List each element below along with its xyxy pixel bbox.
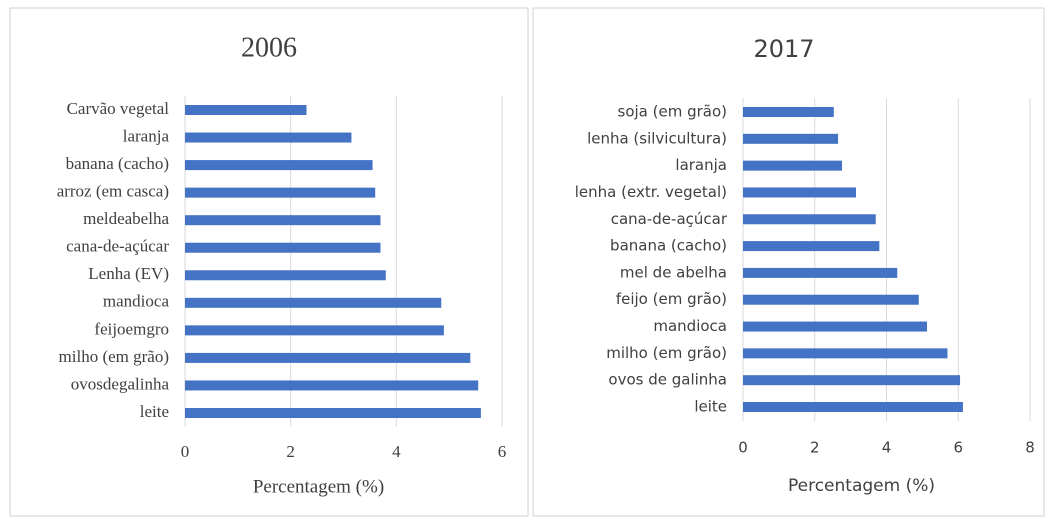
bar [185, 215, 381, 226]
bar [185, 380, 479, 391]
bar [185, 132, 352, 143]
bar [185, 105, 307, 115]
y-tick-label: cana-de-açúcar [66, 237, 169, 256]
panel-frame [9, 7, 529, 517]
y-tick-label: feijo (em grão) [616, 290, 727, 308]
x-tick-label: 8 [1025, 439, 1035, 457]
x-tick-label: 0 [181, 442, 190, 461]
y-tick-label: cana-de-açúcar [611, 210, 728, 228]
bar [743, 348, 948, 359]
x-tick-label: 6 [953, 439, 963, 457]
x-tick-label: 2 [810, 439, 820, 457]
y-tick-label: laranja [675, 156, 727, 174]
bar [743, 375, 961, 386]
x-tick-label: 2 [286, 442, 295, 461]
bar [185, 297, 442, 308]
y-tick-label: mel de abelha [620, 263, 727, 281]
bar [185, 270, 386, 281]
bar [743, 267, 898, 278]
y-tick-label: lenha (extr. vegetal) [575, 183, 727, 201]
bar [185, 187, 376, 198]
bar [743, 294, 919, 305]
y-tick-label: milho (em grão) [59, 347, 169, 366]
bar [743, 187, 857, 198]
y-tick-label: laranja [123, 126, 170, 145]
bar [185, 352, 471, 363]
x-axis-label: Percentagem (%) [788, 476, 935, 496]
y-tick-label: ovosdegalinha [71, 374, 170, 393]
bar [743, 241, 880, 252]
y-tick-label: meldeabelha [83, 209, 169, 228]
y-tick-label: Carvão vegetal [67, 99, 170, 118]
bar [185, 242, 381, 253]
bar [743, 160, 843, 171]
y-tick-label: leite [694, 398, 727, 416]
y-tick-label: banana (cacho) [610, 237, 727, 255]
bar [743, 402, 963, 412]
x-tick-label: 4 [392, 442, 401, 461]
bar [743, 214, 876, 225]
chart-panel: 2006 0 2 4 6 Percentagem (%) Carvão vegetal lar… [57, 32, 507, 497]
chart-title: 2006 [241, 32, 297, 63]
bar [743, 133, 839, 144]
y-tick-label: Lenha (EV) [88, 264, 169, 283]
bar [185, 325, 444, 336]
x-tick-label: 4 [882, 439, 892, 457]
y-tick-label: mandioca [103, 292, 170, 311]
x-tick-label: 0 [738, 439, 748, 457]
x-tick-label: 6 [498, 442, 507, 461]
bar [185, 408, 481, 418]
y-tick-label: lenha (silvicultura) [587, 129, 727, 147]
y-tick-label: mandioca [653, 317, 727, 335]
chart-title: 2017 [753, 35, 814, 63]
x-axis-label: Percentagem (%) [253, 476, 384, 497]
chart-panel: 2017 0 2 4 6 8 Percentagem (%) soja (em grão) le… [575, 35, 1035, 496]
y-tick-label: leite [140, 402, 169, 421]
panel-frame [532, 7, 1045, 517]
y-tick-label: arroz (em casca) [57, 182, 169, 201]
y-tick-label: soja (em grão) [618, 103, 728, 121]
y-tick-label: banana (cacho) [66, 154, 169, 173]
bar [185, 160, 373, 171]
bar [743, 321, 928, 332]
bar [743, 107, 834, 117]
y-tick-label: feijoemgro [94, 319, 169, 338]
y-tick-label: ovos de galinha [608, 371, 727, 389]
y-tick-label: milho (em grão) [606, 344, 727, 362]
